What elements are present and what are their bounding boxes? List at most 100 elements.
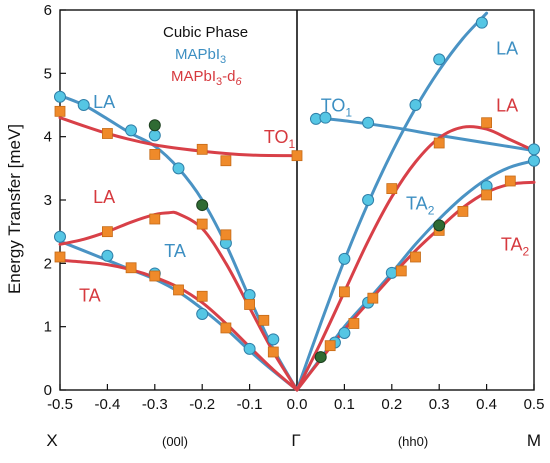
curve-mapbi3-d6 [58, 116, 299, 158]
point-mapbi3 [77, 99, 90, 111]
point-mapbi3 [528, 154, 540, 167]
y-tick-label: 3 [44, 192, 52, 209]
point-overlap [196, 199, 209, 212]
y-tick-label: 5 [44, 65, 52, 82]
branch-label: TA [79, 285, 101, 305]
point-mapbi3-d6 [324, 340, 336, 352]
legend-title: Cubic Phase [163, 24, 248, 41]
x-tick-label: -0.5 [47, 396, 73, 413]
zone-label-m: M [527, 431, 541, 450]
point-mapbi3 [338, 327, 351, 339]
point-mapbi3-d6 [481, 189, 493, 201]
x-tick-label: 0.4 [476, 396, 497, 413]
points-layer [54, 16, 540, 364]
point-mapbi3-d6 [220, 229, 232, 241]
point-mapbi3 [243, 289, 256, 301]
point-mapbi3-d6 [481, 117, 493, 129]
point-mapbi3 [148, 129, 161, 142]
point-overlap [314, 351, 327, 364]
point-mapbi3-d6 [149, 213, 161, 225]
point-mapbi3-d6 [173, 284, 184, 296]
y-tick-label: 1 [44, 319, 52, 336]
point-mapbi3 [54, 230, 66, 243]
point-mapbi3 [243, 342, 256, 355]
legend: Cubic Phase MAPbI3 MAPbI3-d6 [163, 24, 248, 88]
branch-label: TA2 [406, 194, 435, 218]
point-mapbi3-d6 [386, 183, 398, 195]
curve-mapbi3 [295, 159, 536, 392]
point-mapbi3 [409, 99, 422, 111]
point-mapbi3 [338, 252, 351, 265]
curve-mapbi3 [295, 11, 489, 392]
point-mapbi3-d6 [291, 150, 303, 162]
point-overlap [433, 219, 446, 232]
point-mapbi3 [362, 194, 375, 206]
point-mapbi3-d6 [54, 251, 66, 263]
point-mapbi3 [196, 308, 209, 320]
point-mapbi3 [125, 124, 138, 137]
point-mapbi3-d6 [395, 265, 407, 277]
y-tick-label: 4 [44, 129, 52, 146]
x-tick-label: -0.1 [237, 396, 263, 413]
branch-label: TO1 [264, 127, 296, 151]
legend-entry-mapbi3-d6: MAPbI3-d6 [171, 68, 242, 88]
branch-label: TA [164, 241, 186, 261]
point-mapbi3-d6 [244, 299, 256, 310]
point-mapbi3 [528, 143, 540, 156]
branch-label: TA2 [501, 235, 530, 259]
x-tick-label: -0.2 [189, 396, 215, 413]
y-axis-title: Energy Transfer [meV] [5, 124, 24, 294]
x-tick-label: 0.2 [381, 396, 402, 413]
point-mapbi3-d6 [149, 270, 161, 282]
point-mapbi3 [319, 111, 332, 124]
point-mapbi3-d6 [348, 318, 360, 329]
point-mapbi3-d6 [125, 262, 137, 274]
zone-label-hh0: (hh0) [398, 434, 428, 449]
curve-mapbi3-d6 [295, 125, 536, 392]
x-tick-label: 0.1 [334, 396, 355, 413]
branch-label: LA [93, 187, 115, 207]
point-mapbi3 [101, 249, 114, 262]
point-overlap [148, 119, 161, 132]
x-tick-label: 0.5 [524, 396, 545, 413]
branch-label: LA [496, 95, 518, 115]
y-tick-label: 6 [44, 2, 52, 19]
point-mapbi3-d6 [338, 286, 350, 298]
point-mapbi3 [475, 16, 488, 29]
point-mapbi3 [362, 116, 375, 129]
x-tick-label: 0.0 [287, 396, 308, 413]
zone-label-x: X [46, 431, 57, 450]
point-mapbi3-d6 [258, 314, 270, 326]
point-mapbi3-d6 [196, 143, 208, 155]
point-mapbi3 [54, 90, 66, 103]
point-mapbi3-d6 [220, 155, 232, 167]
point-mapbi3-d6 [220, 322, 232, 334]
point-mapbi3-d6 [149, 148, 161, 160]
labels-layer: 0 1 2 3 4 5 6 -0.5 -0.4 -0.3 -0.2 -0.1 0.0 0.1 0.2 0.3 0… [44, 2, 545, 413]
curve-mapbi3 [314, 116, 536, 153]
x-tick-label: -0.4 [94, 396, 120, 413]
point-mapbi3-d6 [367, 292, 379, 304]
point-mapbi3 [267, 333, 280, 346]
point-mapbi3-d6 [102, 226, 113, 238]
y-tick-label: 2 [44, 255, 52, 272]
point-mapbi3 [385, 266, 398, 279]
legend-entry-mapbi3: MAPbI3 [175, 46, 226, 66]
point-mapbi3 [172, 162, 185, 175]
y-tick-label: 0 [44, 382, 52, 399]
point-mapbi3-d6 [410, 251, 421, 263]
point-mapbi3 [433, 53, 446, 66]
point-mapbi3-d6 [504, 175, 516, 187]
zone-label-00l: (00l) [162, 434, 188, 449]
point-mapbi3-d6 [433, 137, 445, 149]
point-mapbi3-d6 [196, 290, 208, 302]
x-tick-label: 0.3 [429, 396, 450, 413]
point-mapbi3-d6 [196, 218, 208, 230]
x-tick-label: -0.3 [142, 396, 168, 413]
branch-label: LA [93, 92, 115, 112]
point-mapbi3-d6 [267, 346, 279, 358]
point-mapbi3-d6 [102, 128, 113, 139]
point-mapbi3-d6 [54, 105, 66, 117]
branch-label: TO1 [321, 95, 353, 119]
branch-label: LA [496, 38, 518, 58]
